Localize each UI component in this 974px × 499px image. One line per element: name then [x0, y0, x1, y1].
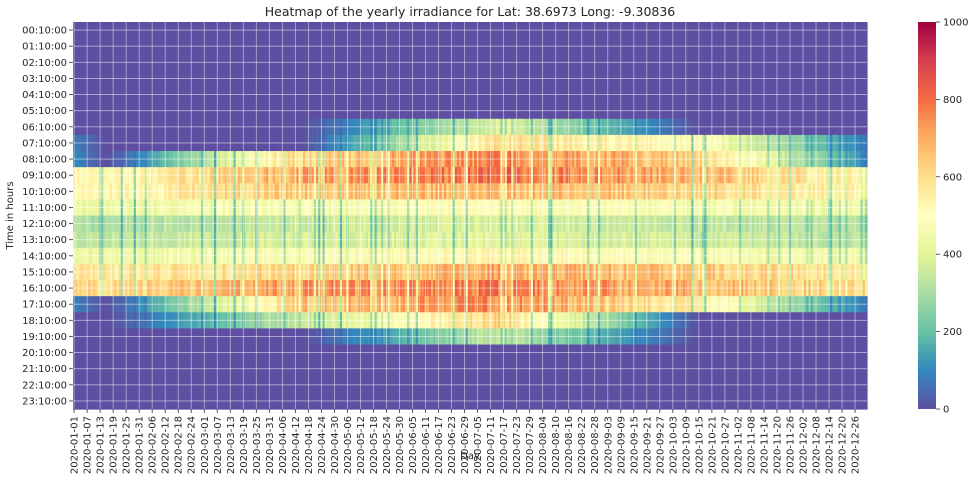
chart-title: Heatmap of the yearly irradiance for Lat… [265, 4, 676, 19]
heatmap-cells [73, 22, 868, 410]
